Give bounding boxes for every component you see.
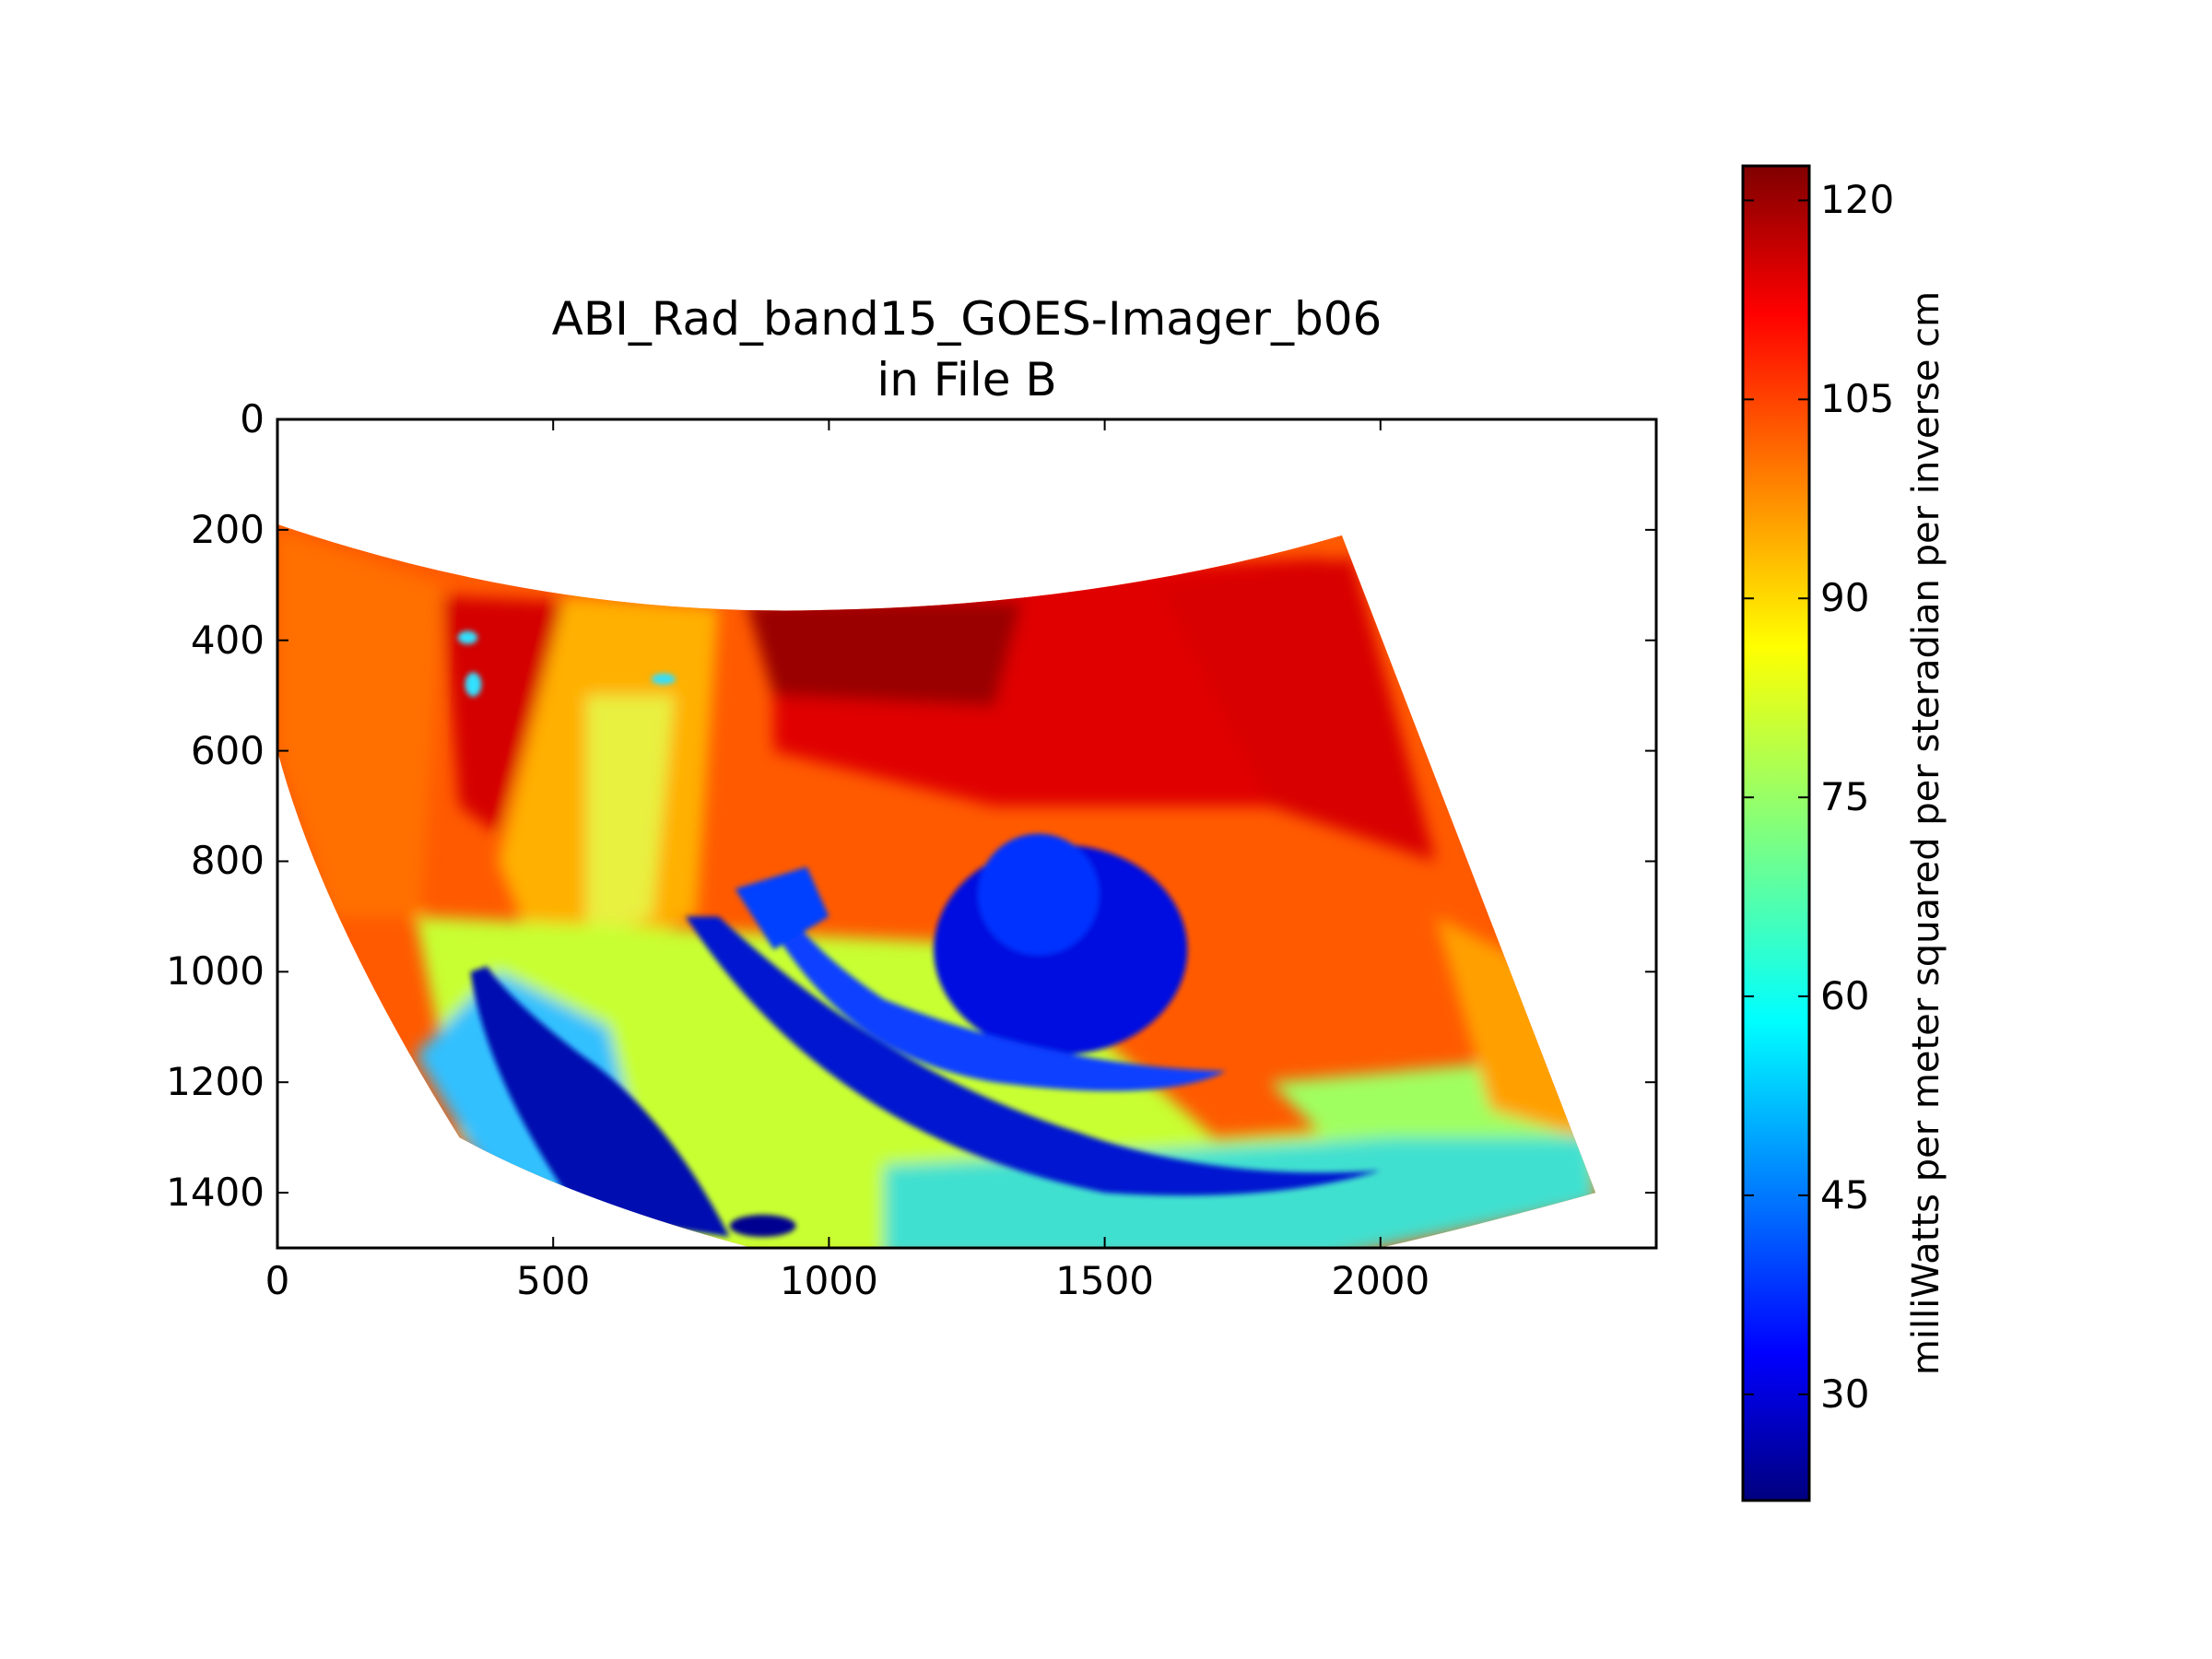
y-tick-label: 400 — [190, 617, 265, 663]
x-tick-label: 1500 — [1055, 1258, 1155, 1303]
y-tick-label: 1200 — [166, 1059, 265, 1105]
chart-title: ABI_Rad_band15_GOES-Imager_b06 — [551, 292, 1382, 346]
axes-frame — [276, 418, 1658, 1250]
satellite-image — [277, 524, 1596, 1248]
chart-subtitle: in File B — [877, 353, 1057, 406]
x-tick-label: 1000 — [779, 1258, 878, 1303]
colorbar-tick-label: 105 — [1820, 376, 1895, 422]
colorbar — [1741, 164, 1811, 1502]
x-tick-label: 0 — [265, 1258, 290, 1303]
y-tick-label: 600 — [190, 727, 265, 773]
y-tick-label: 200 — [190, 506, 265, 552]
y-tick-label: 800 — [190, 838, 265, 884]
y-tick-label: 1000 — [166, 948, 265, 994]
colorbar-tick-label: 60 — [1820, 973, 1870, 1019]
x-tick-label: 2000 — [1331, 1258, 1430, 1303]
colorbar-tick-label: 120 — [1820, 177, 1895, 223]
colorbar-tick-label: 90 — [1820, 575, 1870, 621]
colorbar-tick-label: 75 — [1820, 774, 1870, 820]
y-tick-label: 1400 — [166, 1170, 265, 1216]
colorbar-tick-label: 30 — [1820, 1371, 1870, 1417]
colorbar-tick-label: 45 — [1820, 1171, 1870, 1218]
y-tick-label: 0 — [240, 396, 265, 441]
colorbar-label: milliWatts per meter squared per steradi… — [1905, 290, 1947, 1376]
x-tick-label: 500 — [516, 1258, 591, 1303]
